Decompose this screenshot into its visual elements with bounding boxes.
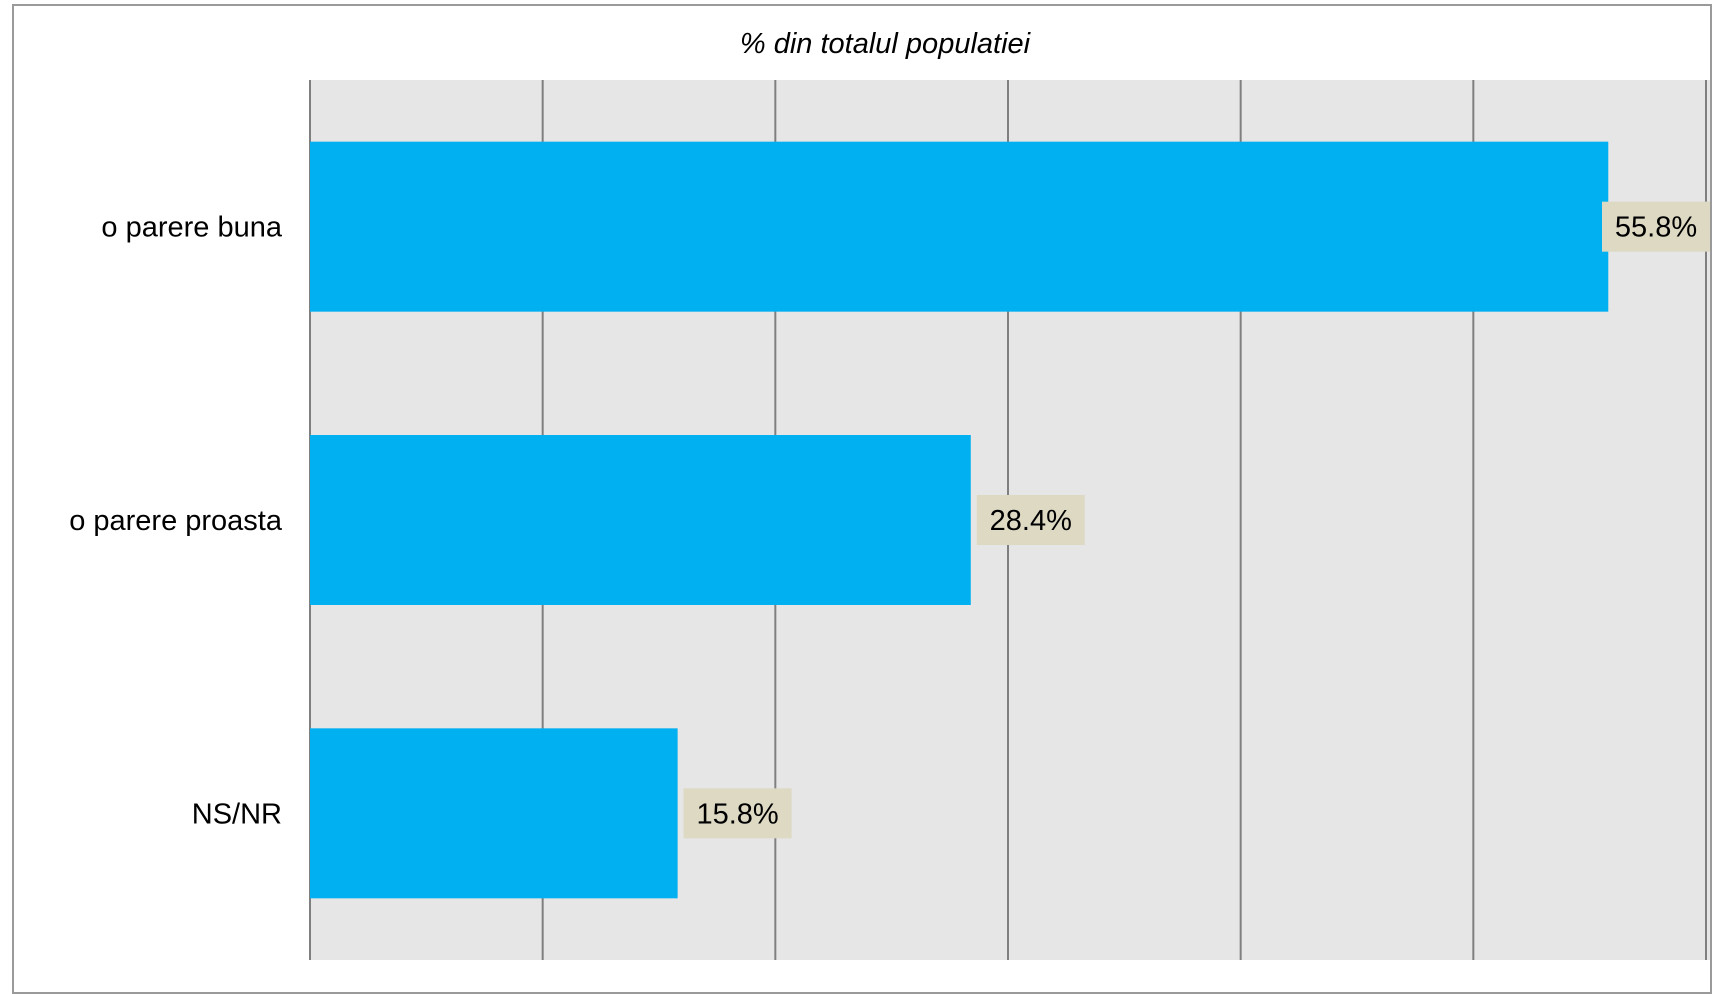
data-label-box: [683, 788, 792, 839]
category-label: NS/NR: [192, 798, 282, 830]
data-label-box: [976, 495, 1085, 545]
data-label: 15.8%: [696, 798, 778, 830]
bar: [310, 141, 1609, 312]
data-labels: 55.8% 28.4% 15.8%: [683, 201, 1710, 839]
category-labels: o parere buna o parere proasta NS/NR: [69, 212, 283, 831]
bars: [310, 141, 1609, 899]
data-label: 55.8%: [1615, 212, 1697, 244]
bar: [310, 728, 678, 899]
category-label: o parere buna: [101, 212, 282, 244]
bar: [310, 435, 971, 605]
chart-title: % din totalul populatiei: [740, 28, 1032, 60]
data-label: 28.4%: [990, 505, 1072, 537]
category-label: o parere proasta: [69, 505, 283, 537]
data-label-box: [1602, 201, 1710, 252]
